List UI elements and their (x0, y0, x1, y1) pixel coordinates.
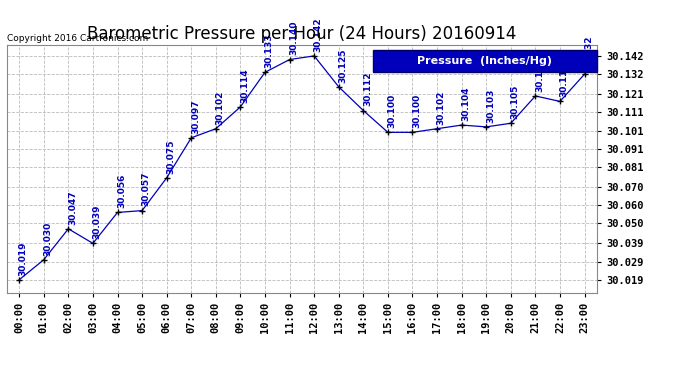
Text: 30.102: 30.102 (437, 90, 446, 124)
Text: 30.100: 30.100 (388, 94, 397, 128)
Text: 30.125: 30.125 (338, 48, 347, 83)
Text: 30.019: 30.019 (19, 241, 28, 276)
Text: 30.103: 30.103 (486, 88, 495, 123)
Text: 30.105: 30.105 (511, 85, 520, 119)
Text: 30.140: 30.140 (289, 21, 298, 56)
Text: Copyright 2016 Cartronics.com: Copyright 2016 Cartronics.com (7, 34, 148, 43)
Text: 30.142: 30.142 (314, 17, 323, 52)
Text: 30.047: 30.047 (68, 190, 77, 225)
Text: 30.075: 30.075 (166, 139, 175, 174)
Text: 30.057: 30.057 (141, 172, 150, 207)
Text: 30.039: 30.039 (92, 205, 101, 239)
Text: 30.117: 30.117 (560, 63, 569, 97)
Text: 30.056: 30.056 (117, 174, 126, 208)
Text: 30.104: 30.104 (462, 86, 471, 121)
Text: 30.120: 30.120 (535, 57, 544, 92)
Text: Pressure  (Inches/Hg): Pressure (Inches/Hg) (417, 56, 552, 66)
Text: 30.112: 30.112 (363, 72, 372, 106)
Text: 30.097: 30.097 (191, 99, 200, 134)
Text: 30.114: 30.114 (240, 68, 249, 103)
Text: 30.100: 30.100 (412, 94, 421, 128)
FancyBboxPatch shape (373, 50, 597, 72)
Title: Barometric Pressure per Hour (24 Hours) 20160914: Barometric Pressure per Hour (24 Hours) … (87, 26, 517, 44)
Text: 30.133: 30.133 (265, 34, 274, 68)
Text: 30.102: 30.102 (215, 90, 224, 124)
Text: 30.030: 30.030 (43, 221, 52, 256)
Text: 30.132: 30.132 (584, 36, 593, 70)
